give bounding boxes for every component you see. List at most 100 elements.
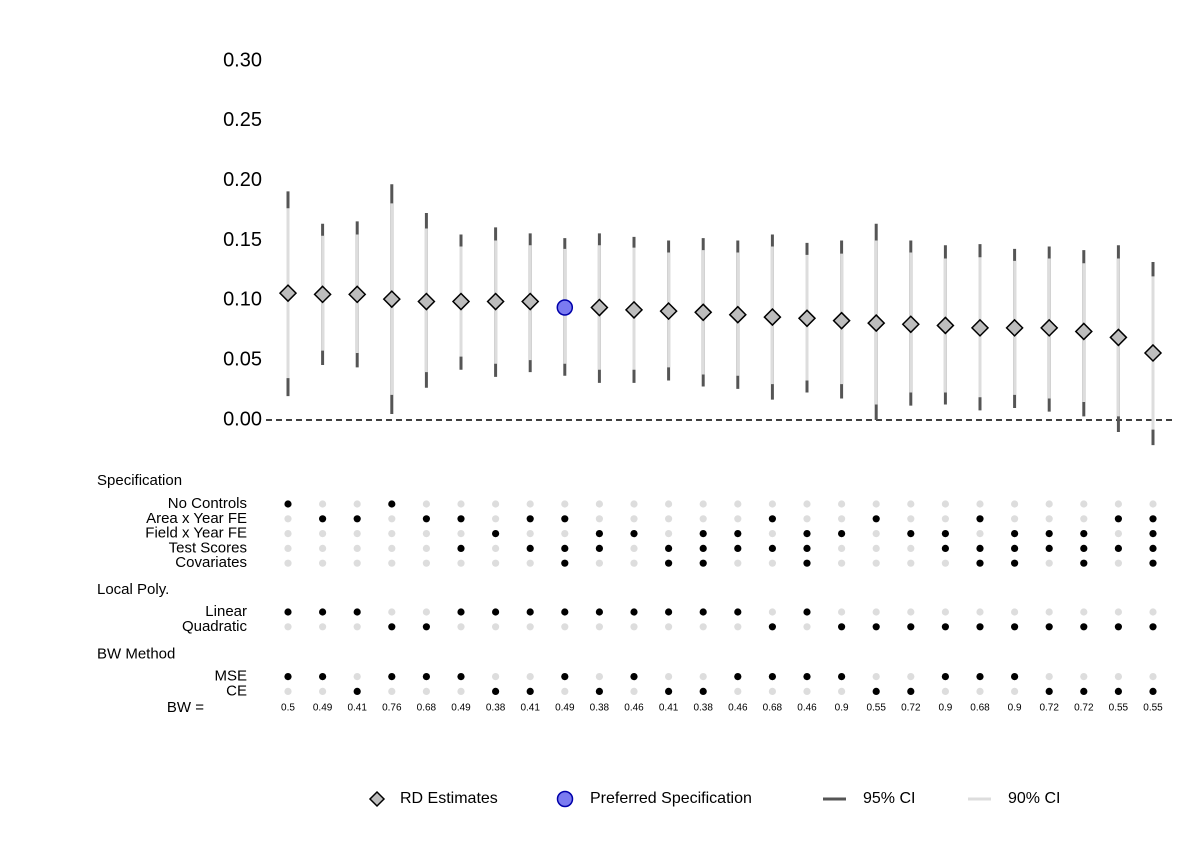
indicator-dot: [561, 673, 569, 681]
bw-label: 0.68: [763, 703, 783, 714]
bw-label: 0.72: [1074, 703, 1094, 714]
indicator-dot: [353, 559, 361, 567]
estimate-point: [901, 315, 920, 334]
indicator-dot: [734, 673, 742, 681]
indicator-dot: [526, 559, 534, 567]
estimate-point: [1143, 343, 1163, 363]
indicator-dot: [526, 530, 534, 538]
indicator-dot: [1045, 500, 1053, 508]
indicator-dot: [561, 559, 569, 567]
indicator-dot: [1114, 559, 1122, 567]
indicator-dot: [1149, 623, 1157, 631]
indicator-dot: [284, 515, 292, 523]
indicator-dot: [803, 500, 811, 508]
indicator-dot: [907, 623, 915, 631]
indicator-dot: [907, 673, 915, 681]
estimate-point: [1040, 318, 1059, 337]
indicator-dot: [457, 673, 465, 681]
bw-label: 0.46: [728, 703, 748, 714]
indicator-dot: [353, 515, 361, 523]
indicator-dot: [492, 500, 500, 508]
indicator-dot: [630, 500, 638, 508]
indicator-dot: [492, 559, 500, 567]
group-heading: Specification: [97, 472, 182, 489]
indicator-dot: [630, 623, 638, 631]
indicator-dot: [734, 515, 742, 523]
indicator-dot: [561, 530, 569, 538]
estimate-point: [728, 305, 747, 324]
group-heading: Local Poly.: [97, 581, 169, 598]
indicator-dot: [1011, 544, 1019, 553]
indicator-dot: [1045, 559, 1053, 567]
y-tick-label: 0.00: [223, 408, 262, 430]
indicator-dot: [457, 559, 465, 567]
bw-label: 0.72: [1039, 703, 1059, 714]
indicator-dot: [734, 608, 742, 616]
indicator-dot: [1045, 530, 1053, 538]
indicator-dot: [838, 515, 846, 523]
bw-label: 0.55: [1143, 703, 1163, 714]
indicator-dot: [768, 544, 777, 553]
indicator-dot: [941, 608, 950, 616]
indicator-dot: [319, 623, 327, 631]
bw-label: 0.9: [1008, 703, 1022, 714]
indicator-dot: [457, 544, 465, 553]
indicator-dot: [388, 544, 396, 553]
bw-label: 0.55: [1109, 703, 1129, 714]
estimate-point: [1074, 322, 1093, 341]
indicator-dot: [872, 687, 880, 696]
indicator-dot: [734, 687, 742, 696]
indicator-dot: [1114, 500, 1122, 508]
indicator-dot: [1080, 623, 1088, 631]
indicator-dot: [422, 623, 430, 631]
indicator-dot: [1080, 530, 1088, 538]
indicator-dot: [838, 559, 846, 567]
indicator-dot: [1114, 515, 1122, 523]
indicator-dot: [838, 608, 846, 616]
indicator-dot: [907, 559, 915, 567]
bw-label: 0.68: [970, 703, 990, 714]
indicator-dot: [768, 559, 777, 567]
indicator-dot: [1080, 515, 1088, 523]
indicator-dot: [907, 608, 915, 616]
indicator-dot: [941, 544, 950, 553]
indicator-dot: [1045, 515, 1053, 523]
indicator-dot: [699, 559, 707, 567]
row-label: Linear: [205, 603, 247, 620]
indicator-dot: [353, 673, 361, 681]
indicator-dot: [1045, 673, 1053, 681]
indicator-dot: [319, 515, 327, 523]
estimate-point: [1109, 328, 1128, 347]
bw-label: 0.38: [693, 703, 713, 714]
legend-key: [556, 790, 574, 808]
indicator-dot: [768, 515, 777, 523]
indicator-dot: [561, 500, 569, 508]
indicator-dot: [872, 623, 880, 631]
indicator-dot: [422, 500, 430, 508]
indicator-dot: [561, 544, 569, 553]
indicator-dot: [976, 530, 984, 538]
indicator-dot: [803, 530, 811, 538]
indicator-dot: [492, 608, 500, 616]
indicator-dot: [319, 559, 327, 567]
indicator-dot: [526, 608, 534, 616]
indicator-dot: [284, 500, 292, 508]
indicator-dot: [561, 623, 569, 631]
indicator-dot: [734, 544, 742, 553]
estimate-point: [313, 285, 332, 304]
estimate-point: [1005, 318, 1024, 337]
bw-label: 0.46: [797, 703, 817, 714]
indicator-dot: [1149, 515, 1157, 523]
estimate-point: [382, 290, 401, 309]
indicator-dot: [699, 608, 707, 616]
indicator-dot: [1114, 623, 1122, 631]
indicator-dot: [665, 687, 673, 696]
indicator-dot: [872, 544, 880, 553]
indicator-dot: [699, 515, 707, 523]
indicator-dot: [630, 530, 638, 538]
indicator-dot: [803, 623, 811, 631]
indicator-dot: [595, 544, 604, 553]
indicator-dot: [526, 500, 534, 508]
indicator-dot: [1011, 673, 1019, 681]
indicator-dot: [422, 687, 430, 696]
